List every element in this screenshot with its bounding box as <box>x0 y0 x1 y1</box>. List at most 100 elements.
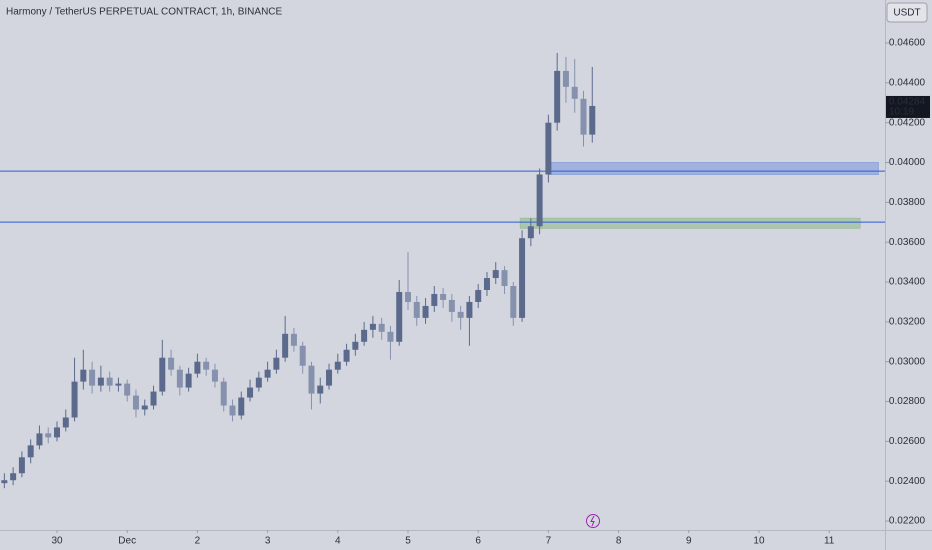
candle-body <box>18 457 25 474</box>
candle-body <box>589 105 596 135</box>
candle-body <box>562 70 569 87</box>
y-tick-label: 0.04200 <box>889 117 926 128</box>
plot-area <box>0 52 885 489</box>
y-tick-label: 0.02200 <box>889 516 926 527</box>
currency-label: USDT <box>893 8 920 19</box>
candle-body <box>519 238 526 318</box>
candle-body <box>185 373 192 388</box>
candle-body <box>326 369 333 386</box>
candle-body <box>247 387 254 398</box>
candle-body <box>80 369 87 382</box>
candle-body <box>273 357 280 370</box>
candle-body <box>45 433 52 438</box>
candle-body <box>352 341 359 350</box>
countdown-label: 10:19 <box>889 107 914 118</box>
candle-body <box>36 433 43 446</box>
candle-body <box>132 395 139 410</box>
icon-bolt <box>590 515 595 527</box>
candle-body <box>396 291 403 342</box>
candle-body <box>457 311 464 318</box>
candle-body <box>299 345 306 366</box>
y-tick-label: 0.04400 <box>889 77 926 88</box>
candle-body <box>27 445 34 458</box>
candle-body <box>317 385 324 394</box>
x-tick-label: 11 <box>824 536 835 547</box>
candle-body <box>290 333 297 346</box>
candle-body <box>282 333 289 358</box>
candle-body <box>545 122 552 175</box>
y-tick-label: 0.04000 <box>889 157 926 168</box>
candle-body <box>483 278 490 290</box>
candle-body <box>71 381 78 418</box>
candle-body <box>176 369 183 388</box>
candle-body <box>475 289 482 302</box>
candle-body <box>527 226 534 239</box>
candle-body <box>220 381 227 406</box>
y-tick-label: 0.02800 <box>889 396 926 407</box>
candle-body <box>150 391 157 406</box>
candle-body <box>264 369 271 378</box>
candle-body <box>404 291 411 302</box>
candle-body <box>211 369 218 382</box>
icon-ring <box>586 514 600 528</box>
candle-body <box>361 329 368 342</box>
y-tick-label: 0.03200 <box>889 317 926 328</box>
candle-body <box>554 70 561 123</box>
x-tick-label: 5 <box>405 536 411 547</box>
candle-body <box>536 174 543 227</box>
candle-body <box>343 349 350 362</box>
candle-body <box>369 323 376 330</box>
candle-body <box>510 286 517 318</box>
candle-body <box>124 383 131 396</box>
candle-body <box>431 293 438 306</box>
candle-body <box>62 417 69 428</box>
x-tick-label: 6 <box>475 536 481 547</box>
zone <box>547 162 879 175</box>
zone <box>519 217 861 229</box>
x-tick-label: 2 <box>195 536 201 547</box>
candle-body <box>255 377 262 388</box>
candle-body <box>54 427 61 438</box>
candle-body <box>238 397 245 416</box>
candle-body <box>203 361 210 370</box>
candle-body <box>440 293 447 300</box>
candle-body <box>115 383 122 386</box>
y-tick-label: 0.03000 <box>889 356 926 367</box>
x-tick-label: 7 <box>546 536 552 547</box>
candle-body <box>571 86 578 99</box>
candle-body <box>580 98 587 135</box>
candle-body <box>308 365 315 394</box>
candle-body <box>97 377 104 386</box>
candle-body <box>1 480 8 484</box>
last-price-label: 0.04284 <box>889 97 926 108</box>
candle-body <box>334 361 341 370</box>
y-tick-label: 0.02400 <box>889 476 926 487</box>
chart-title: Harmony / TetherUS PERPETUAL CONTRACT, 1… <box>6 7 283 18</box>
candle-body <box>168 357 175 370</box>
x-tick-label: 30 <box>51 536 63 547</box>
y-tick-label: 0.02600 <box>889 436 926 447</box>
x-tick-label: 3 <box>265 536 271 547</box>
candle-body <box>448 299 455 312</box>
x-tick-label: 4 <box>335 536 341 547</box>
y-tick-label: 0.03400 <box>889 277 926 288</box>
candle-body <box>501 270 508 287</box>
x-tick-label: 9 <box>686 536 692 547</box>
candle-body <box>229 405 236 416</box>
y-tick-label: 0.03800 <box>889 197 926 208</box>
replay-icon[interactable] <box>586 514 600 528</box>
last-price-box <box>886 95 930 118</box>
candle-body <box>141 405 148 410</box>
candle-body <box>492 270 499 279</box>
candle-body <box>194 361 201 374</box>
candle-body <box>387 331 394 342</box>
y-tick-label: 0.03600 <box>889 237 926 248</box>
currency-button[interactable] <box>886 2 928 23</box>
x-tick-label: Dec <box>118 536 136 547</box>
y-tick-label: 0.04600 <box>889 38 926 49</box>
candle-body <box>10 473 17 481</box>
candle-body <box>378 323 385 332</box>
candle-body <box>422 305 429 318</box>
